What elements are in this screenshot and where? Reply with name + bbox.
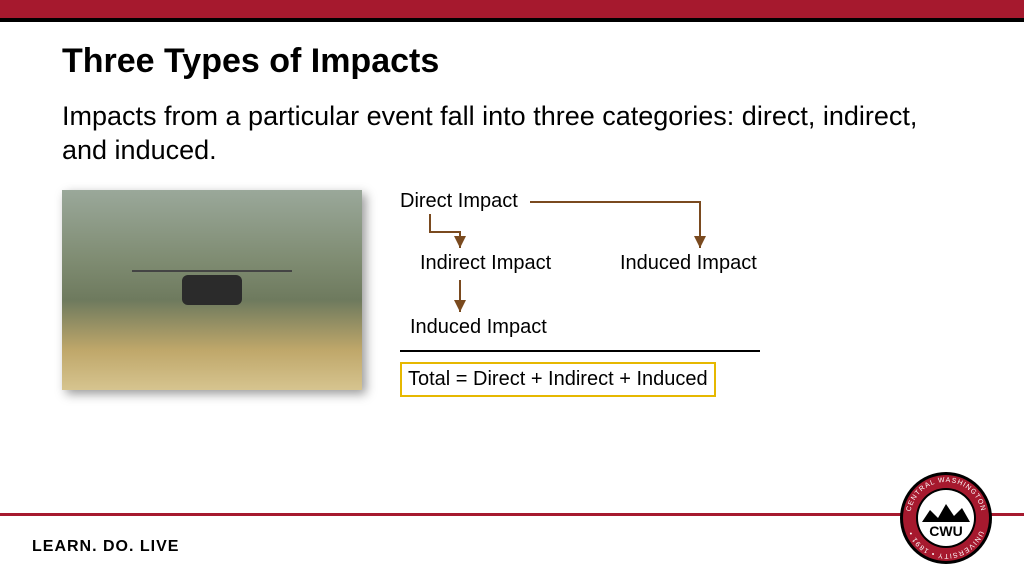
- subtitle-text: Impacts from a particular event fall int…: [62, 100, 964, 168]
- page-title: Three Types of Impacts: [62, 42, 439, 81]
- top-accent-bar: [0, 0, 1024, 18]
- total-formula-text: Total = Direct + Indirect + Induced: [408, 368, 708, 390]
- indirect-impact-label: Indirect Impact: [420, 252, 551, 275]
- footer-accent-line: [0, 513, 1024, 516]
- induced-impact-right-label: Induced Impact: [620, 252, 757, 275]
- helicopter-photo: [62, 190, 362, 390]
- top-black-rule: [0, 18, 1024, 22]
- diagram-divider: [400, 350, 760, 352]
- university-logo: CWU CENTRAL WASHINGTON UNIVERSITY • 1891…: [898, 470, 994, 566]
- total-formula-box: Total = Direct + Indirect + Induced: [400, 362, 716, 397]
- direct-impact-label: Direct Impact: [400, 190, 518, 213]
- impacts-diagram: Direct Impact Indirect Impact Induced Im…: [390, 190, 890, 450]
- induced-impact-bottom-label: Induced Impact: [410, 316, 547, 339]
- logo-inner-text: CWU: [929, 523, 962, 539]
- tagline-text: LEARN. DO. LIVE: [32, 538, 179, 556]
